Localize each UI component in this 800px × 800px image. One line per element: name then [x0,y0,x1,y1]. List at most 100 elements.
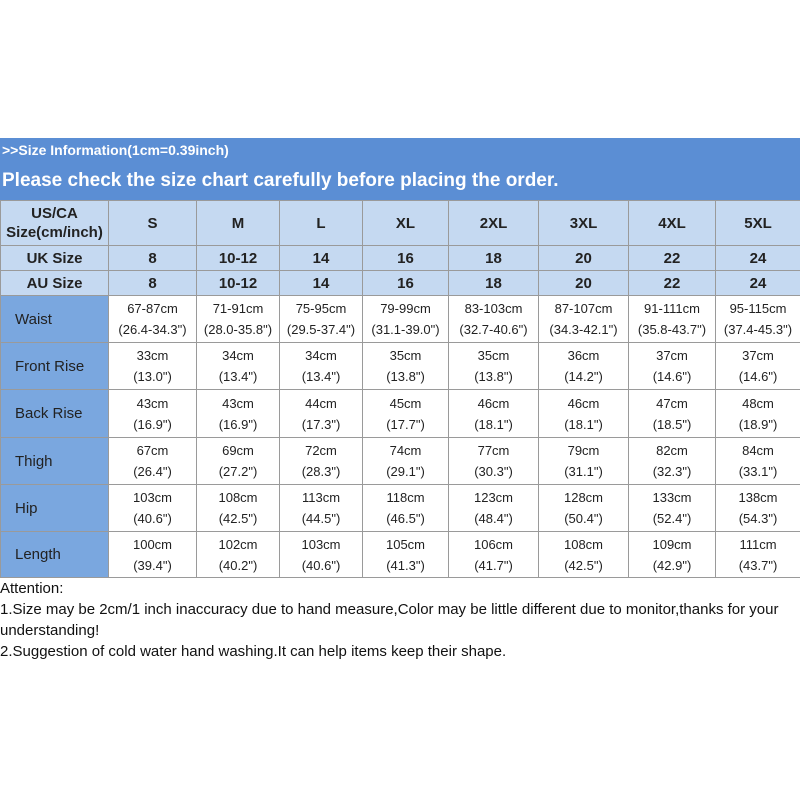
cell-line: (14.6") [652,369,692,384]
cell-line: (48.4") [474,511,513,526]
banner-subtitle: >>Size Information(1cm=0.39inch) [2,142,229,158]
cell-line: 113cm [301,490,341,505]
cell-line: (42.9") [652,557,692,573]
cell-line: (32.7-40.6") [459,322,528,337]
cell-line: (18.1") [564,416,603,432]
table-cell: Thigh [0,437,109,485]
cell-line: (13.8") [474,369,513,384]
table-cell: 5XL [715,200,800,246]
table-cell: 18 [448,270,539,296]
table-row: Waist 67-87cm (26.4-34.3") 71-91cm (28.0-35.… [0,295,800,343]
cell-line: 105cm [385,536,426,552]
cell-line: 71-91cm [212,301,264,316]
cell-line: 37cm [656,348,688,363]
table-row: Back Rise 43cm (16.9") 43cm (16.9") 44cm (17.3… [0,389,800,438]
table-cell: 87-107cm (34.3-42.1") [538,295,629,343]
table-cell: 43cm (16.9") [196,389,280,438]
cell-line: 75-95cm [295,301,347,316]
cell-line: 100cm [132,536,173,552]
note-line: 2.Suggestion of cold water hand washing.… [0,643,507,660]
table-cell: 24 [715,245,800,271]
cell-line: (14.2") [564,369,603,384]
cell-line: US/CA [31,205,78,222]
table-cell: Front Rise [0,342,109,390]
cell-line: 74cm [389,443,422,458]
table-cell: 106cm (41.7") [448,531,539,578]
table-cell: 47cm (18.5") [628,389,716,438]
table-cell: 118cm (46.5") [362,484,449,532]
table-cell: 91-111cm (35.8-43.7") [628,295,716,343]
table-cell: 123cm (48.4") [448,484,539,532]
table-cell: 36cm (14.2") [538,342,629,390]
cell-line: 34cm [222,348,254,363]
table-cell: 22 [628,245,716,271]
table-cell: 79-99cm (31.1-39.0") [362,295,449,343]
cell-line: (26.4-34.3") [118,322,187,337]
table-row: Length 100cm (39.4") 102cm (40.2") 103cm (40.6… [0,531,800,578]
cell-line: 128cm [563,490,604,505]
banner-title: Please check the size chart carefully be… [2,170,559,191]
table-cell: 10-12 [196,245,280,271]
table-cell: 109cm (42.9") [628,531,716,578]
table-cell: 108cm (42.5") [196,484,280,532]
cell-line: (32.3") [652,464,692,479]
cell-line: (50.4") [564,511,603,526]
table-cell: 74cm (29.1") [362,437,449,485]
cell-line: (40.2") [218,557,258,573]
cell-line: 108cm [563,536,604,552]
table-cell: 10-12 [196,270,280,296]
cell-line: (26.4") [133,464,172,479]
table-cell: 2XL [448,200,539,246]
table-cell: 14 [279,270,363,296]
cell-line: (17.7") [386,416,425,432]
cell-line: 36cm [567,348,600,363]
table-cell: 108cm (42.5") [538,531,629,578]
cell-line: (13.4") [218,369,258,384]
table-cell: 67-87cm (26.4-34.3") [108,295,197,343]
cell-line: (44.5") [301,511,341,526]
table-cell: 133cm (52.4") [628,484,716,532]
table-cell: 18 [448,245,539,271]
table-cell: 22 [628,270,716,296]
table-cell: 84cm (33.1") [715,437,800,485]
cell-line: (31.1-39.0") [371,322,440,337]
cell-line: 138cm [738,490,778,505]
table-cell: AU Size [0,270,109,296]
table-cell: 69cm (27.2") [196,437,280,485]
table-row: Front Rise 33cm (13.0") 34cm (13.4") 34cm (13.… [0,342,800,390]
cell-line: 102cm [218,536,258,552]
table-cell: S [108,200,197,246]
cell-line: (28.0-35.8") [203,322,273,337]
cell-line: 35cm [389,348,422,363]
cell-line: (41.3") [386,557,425,573]
table-cell: 83-103cm (32.7-40.6") [448,295,539,343]
table-cell: 111cm (43.7") [715,531,800,578]
cell-line: 87-107cm [554,301,613,316]
cell-line: (40.6") [301,557,341,573]
table-cell: 20 [538,270,629,296]
cell-line: 44cm [305,395,337,411]
table-cell: Hip [0,484,109,532]
cell-line: 34cm [305,348,337,363]
table-cell: Back Rise [0,389,109,438]
cell-line: 82cm [656,443,688,458]
cell-line: (37.4-45.3") [723,322,793,337]
cell-line: 83-103cm [464,301,523,316]
cell-line: (27.2") [218,464,258,479]
cell-line: 95-115cm [729,301,787,316]
table-cell: XL [362,200,449,246]
table-cell: 72cm (28.3") [279,437,363,485]
size-table: US/CA Size(cm/inch) S M L XL 2XL 3XL 4XL 5XL UK Si… [0,200,800,578]
cell-line: 123cm [473,490,514,505]
cell-line: 111cm [739,536,777,552]
cell-line: 84cm [742,443,774,458]
table-cell: 34cm (13.4") [196,342,280,390]
cell-line: 43cm [222,395,254,411]
table-cell: 34cm (13.4") [279,342,363,390]
table-cell: 24 [715,270,800,296]
cell-line: 72cm [305,443,337,458]
cell-line: (39.4") [133,557,172,573]
cell-line: Size(cm/inch) [6,224,103,241]
table-cell: 71-91cm (28.0-35.8") [196,295,280,343]
cell-line: (13.8") [386,369,425,384]
